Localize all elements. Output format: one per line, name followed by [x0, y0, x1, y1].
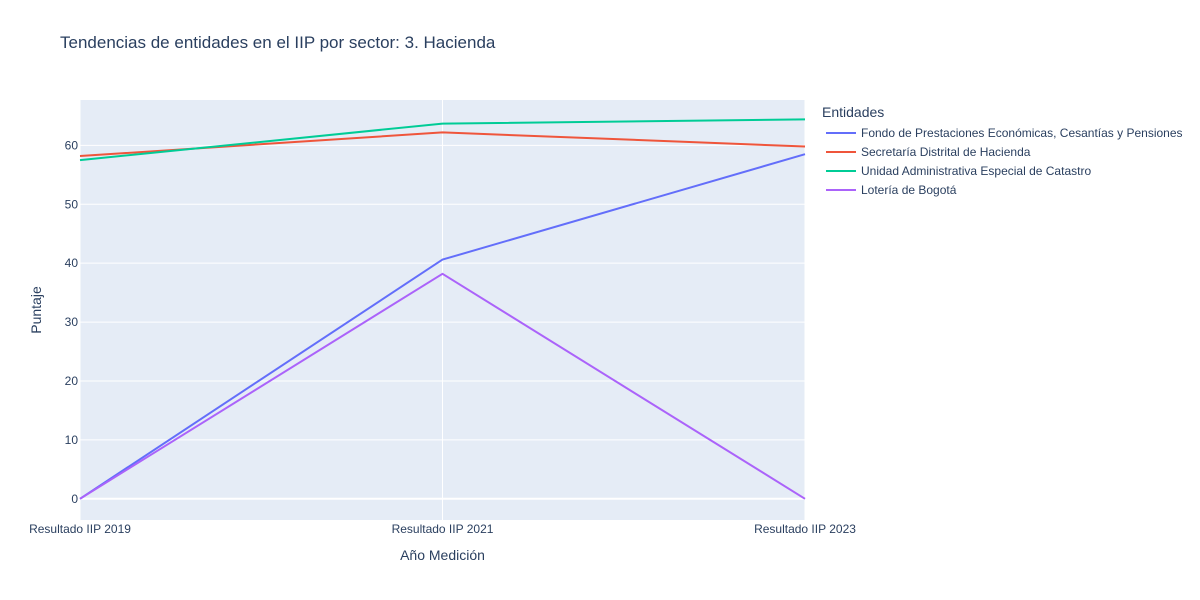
- legend-label: Fondo de Prestaciones Económicas, Cesant…: [861, 126, 1183, 140]
- legend-swatch: [826, 170, 856, 172]
- series-line-1: [79, 153, 806, 500]
- y-tick-label: 30: [65, 315, 79, 329]
- series-lines: [79, 118, 806, 500]
- x-tick-label: Resultado IIP 2021: [392, 522, 494, 536]
- y-tick-labels: 0 10 20 30 40 50 60: [65, 138, 79, 505]
- x-axis-title: Año Medición: [400, 547, 485, 563]
- series-line-4: [79, 272, 806, 500]
- legend-item[interactable]: Lotería de Bogotá: [826, 181, 956, 199]
- y-axis-title: Puntaje: [28, 286, 44, 334]
- legend-swatch: [826, 189, 856, 191]
- legend-label: Lotería de Bogotá: [861, 183, 957, 197]
- y-tick-label: 10: [65, 433, 79, 447]
- legend-swatch: [826, 151, 856, 153]
- x-tick-label: Resultado IIP 2023: [754, 522, 856, 536]
- y-tick-label: 20: [65, 374, 79, 388]
- x-tick-label: Resultado IIP 2019: [29, 522, 131, 536]
- legend-swatch: [826, 132, 856, 134]
- legend-label: Secretaría Distrital de Hacienda: [861, 145, 1031, 159]
- legend-label: Unidad Administrativa Especial de Catast…: [861, 164, 1092, 178]
- y-tick-label: 40: [65, 256, 79, 270]
- legend-item[interactable]: Unidad Administrativa Especial de Catast…: [826, 162, 1091, 180]
- x-tick-labels: Resultado IIP 2019 Resultado IIP 2021 Resu…: [29, 522, 856, 536]
- series-line-3: [79, 118, 806, 162]
- legend-title: Entidades: [822, 104, 885, 120]
- y-tick-label: 60: [65, 138, 79, 152]
- chart-title: Tendencias de entidades en el IIP por se…: [60, 33, 496, 52]
- legend-item[interactable]: Secretaría Distrital de Hacienda: [826, 143, 1030, 161]
- legend-item[interactable]: Fondo de Prestaciones Económicas, Cesant…: [826, 124, 1183, 142]
- y-tick-label: 50: [65, 197, 79, 211]
- gridlines: [79, 100, 806, 520]
- y-tick-label: 0: [71, 492, 78, 506]
